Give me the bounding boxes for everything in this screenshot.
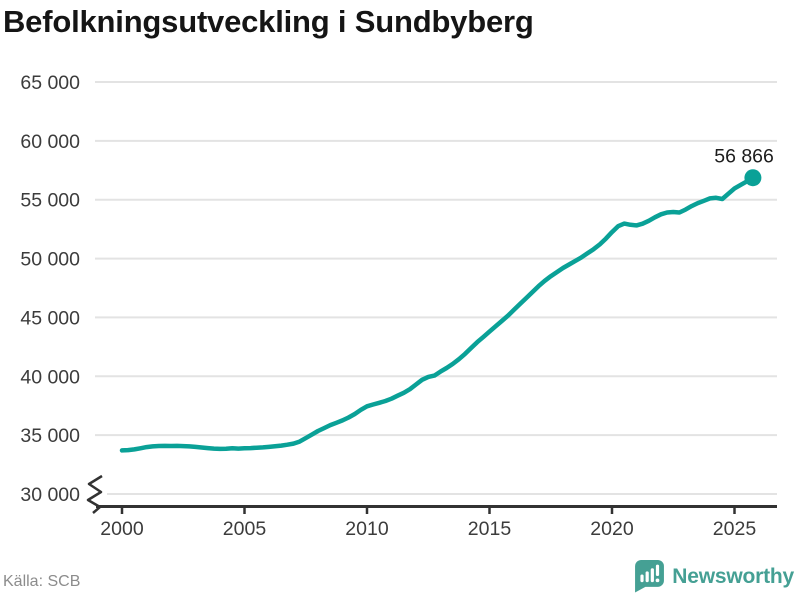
population-line — [119, 175, 756, 453]
source-label: Källa: SCB — [3, 573, 81, 590]
brand-name: Newsworthy — [672, 564, 794, 588]
newsworthy-logo[interactable]: Newsworthy — [635, 560, 794, 593]
x-axis-tick-label: 2005 — [223, 518, 267, 540]
y-axis-tick-label: 50 000 — [20, 249, 80, 271]
x-axis-tick-label: 2010 — [345, 518, 389, 540]
y-axis-tick-label: 35 000 — [20, 425, 80, 447]
y-axis-tick-label: 45 000 — [20, 307, 80, 329]
y-axis-tick-label: 60 000 — [20, 131, 80, 153]
latest-value-label: 56 866 — [714, 146, 774, 168]
axis-break-icon — [86, 474, 103, 514]
x-axis-tick-label: 2015 — [468, 518, 512, 540]
y-axis-tick-label: 30 000 — [20, 484, 80, 506]
x-axis-tick-label: 2000 — [100, 518, 144, 540]
x-axis-tick-label: 2025 — [713, 518, 757, 540]
y-axis-tick-label: 40 000 — [20, 366, 80, 388]
y-axis-tick-label: 65 000 — [20, 72, 80, 94]
newsworthy-logo-icon — [635, 560, 665, 593]
chart-title: Befolkningsutveckling i Sundbyberg — [3, 4, 534, 39]
latest-point-marker — [744, 169, 762, 187]
y-axis-tick-label: 55 000 — [20, 190, 80, 212]
x-axis-tick-label: 2020 — [590, 518, 634, 540]
